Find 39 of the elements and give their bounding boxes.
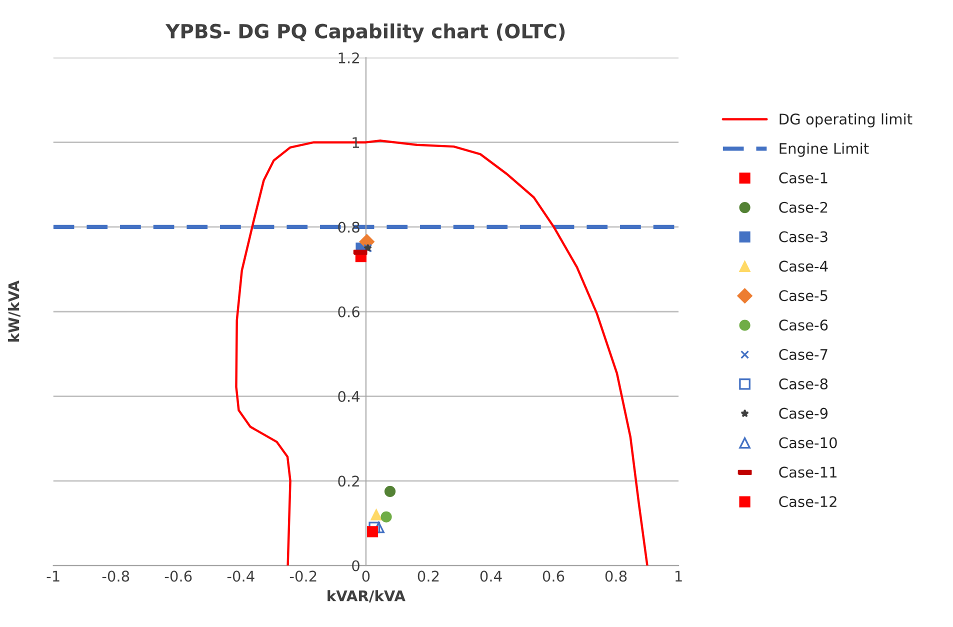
legend-label: Case-3 (779, 231, 828, 242)
y-axis-title: kW/kVA (8, 280, 20, 342)
x-tick-label: 0.4 (480, 570, 502, 582)
legend-label: Case-5 (779, 290, 828, 302)
x-tick-label: 0.2 (418, 570, 439, 582)
legend-label: Case-9 (779, 408, 828, 419)
legend-label: Case-4 (779, 260, 828, 272)
legend-label: Engine Limit (780, 142, 869, 157)
legend-label: Case-8 (779, 378, 828, 390)
y-tick-label: 0.2 (338, 476, 359, 487)
legend-label: Case-7 (779, 348, 828, 360)
x-tick-label: 1 (676, 570, 682, 582)
point (380, 511, 392, 522)
x-tick-label: -0.4 (227, 570, 254, 582)
x-tick-label: 0 (362, 570, 370, 582)
chart-title: YPBS- DG PQ Capability chart (OLTC) (165, 23, 565, 42)
y-tick-label: 0 (352, 560, 360, 572)
y-tick-label: 0.6 (338, 306, 360, 318)
x-axis-title: kVAR/kVA (328, 590, 406, 603)
point (384, 486, 396, 498)
legend-label: Case-12 (779, 496, 836, 508)
point (370, 509, 382, 520)
y-tick-label: 0.8 (338, 222, 360, 233)
x-tick-label: -0.6 (164, 570, 192, 582)
legend-label: Case-6 (779, 320, 828, 331)
legend-label: Case-10 (779, 437, 837, 448)
legend-label: DG operating limit (780, 113, 912, 128)
x-tick-label: 0.8 (605, 570, 627, 582)
point (368, 522, 380, 534)
x-tick-label: -0.8 (102, 570, 130, 582)
y-tick-label: 1.2 (338, 52, 359, 64)
legend-label: Case-1 (779, 172, 828, 184)
legend-label: Case-11 (779, 466, 836, 478)
y-tick-label: 0.4 (338, 390, 360, 402)
legend-label: Case-2 (779, 202, 828, 213)
x-tick-label: -1 (46, 570, 60, 582)
x-tick-label: 0.6 (542, 570, 564, 582)
x-tick-label: -0.2 (290, 570, 316, 582)
point (366, 526, 378, 538)
